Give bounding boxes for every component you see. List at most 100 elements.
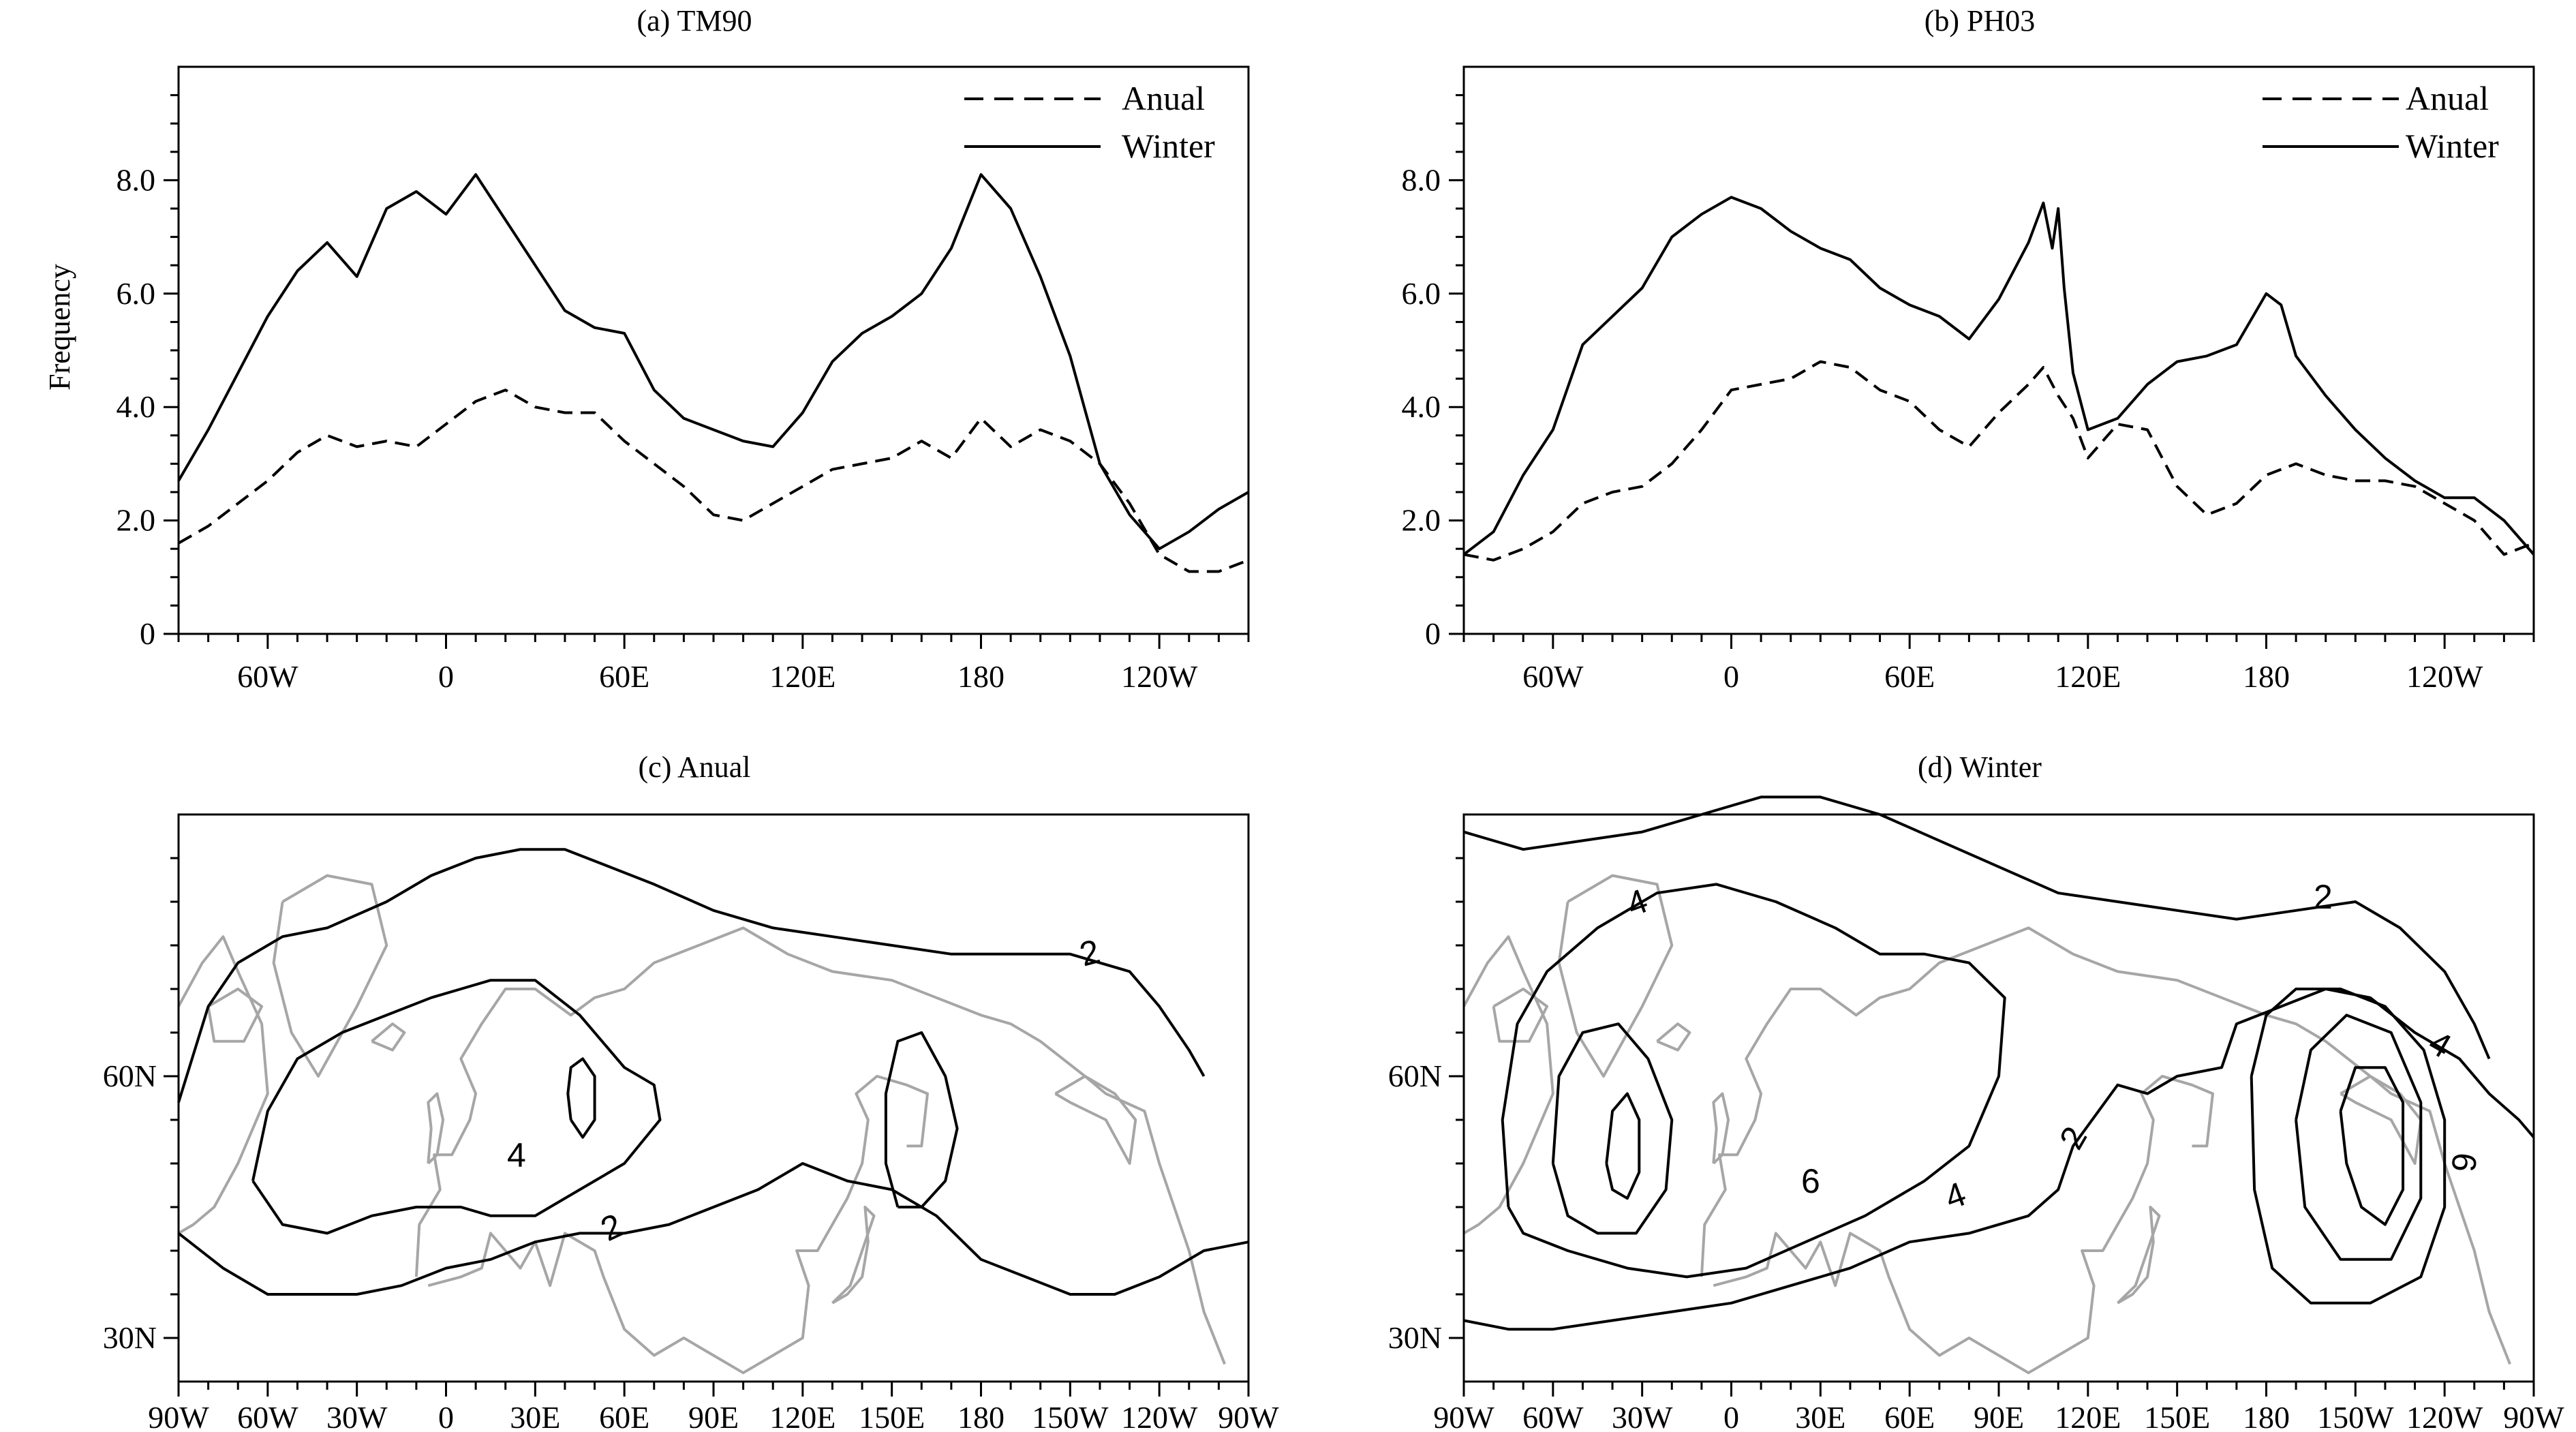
y-tick-label: 60N	[103, 1058, 157, 1093]
x-tick-label: 90W	[2503, 1400, 2564, 1432]
y-tick-label: 0	[140, 616, 155, 651]
panel-c-contours	[177, 848, 1249, 1296]
panel-b-plot-frame	[1462, 65, 2535, 635]
x-tick-label: 0	[1723, 659, 1739, 694]
x-tick-label: 60W	[1522, 1400, 1584, 1432]
contour-label-2-north: 2	[2314, 878, 2333, 916]
contour-label-6-west: 6	[1801, 1162, 1820, 1200]
y-tick-label: 8.0	[1402, 162, 1441, 197]
contour-line-level-2	[1463, 988, 2535, 1331]
panel-b-ph03-line-chart: (b) PH03 0 2.0 4.0 6.0 8.0 60W 0 60E 120E 180 120W…	[1402, 4, 2535, 694]
y-tick-label: 30N	[103, 1320, 157, 1355]
x-tick-label: 0	[1723, 1400, 1739, 1432]
panel-c-map-frame	[177, 813, 1250, 1383]
coastline-segment	[1492, 988, 1549, 1043]
coastline-segment	[1054, 1075, 1137, 1165]
panel-b-legend: Anual Winter	[2263, 79, 2499, 165]
contour-label-2-north: 2	[1075, 932, 1103, 973]
contour-label-6-east: 6	[2444, 1151, 2484, 1174]
x-tick-label: 0	[438, 1400, 454, 1432]
coastline-segment	[831, 1206, 876, 1305]
y-tick-label: 4.0	[1402, 389, 1441, 424]
x-tick-label: 180	[2243, 659, 2290, 694]
panel-c-contour-labels: 2 4 2	[507, 932, 1104, 1249]
legend-winter-label: Winter	[1122, 127, 1215, 165]
coastline-segment	[2117, 1206, 2161, 1305]
contour-line-level-6	[566, 1057, 596, 1139]
x-tick-label: 120E	[769, 1400, 835, 1432]
panel-a-title: (a) TM90	[637, 4, 752, 37]
series-line-anual	[178, 389, 1249, 573]
panel-d-contours	[1463, 795, 2535, 1331]
x-tick-label: 30E	[1795, 1400, 1845, 1432]
coastline-segment	[427, 1075, 929, 1375]
legend-anual-label: Anual	[1122, 79, 1205, 117]
contour-label-2-south: 2	[595, 1206, 628, 1249]
legend-winter-label: Winter	[2406, 127, 2499, 165]
panel-b-title: (b) PH03	[1925, 4, 2036, 37]
y-tick-label: 4.0	[117, 389, 156, 424]
coastline-segment	[371, 1022, 406, 1052]
x-tick-label: 120W	[2406, 1400, 2483, 1432]
panel-a-y-axis-label: Frequency	[43, 264, 76, 391]
x-tick-label: 60W	[237, 659, 298, 694]
x-tick-label: 120W	[1121, 1400, 1198, 1432]
x-tick-label: 150E	[2144, 1400, 2210, 1432]
contour-line-level-6	[1551, 1022, 1674, 1235]
contour-line-level-2	[1463, 795, 2491, 1060]
x-tick-label: 30E	[510, 1400, 560, 1432]
panel-a-tm90-line-chart: (a) TM90 Frequency 0 2.0 4.0 6.0 8.0 60W 0 60E 1…	[43, 4, 1250, 694]
panel-b-axis-ticks: 0 2.0 4.0 6.0 8.0 60W 0 60E 120E 180 120W	[1402, 94, 2535, 694]
contour-label-4-north: 4	[1622, 881, 1653, 924]
panel-a-axis-ticks: 0 2.0 4.0 6.0 8.0 60W 0 60E 120E 180 120W	[117, 94, 1250, 694]
panel-d-axis-ticks: 30N 60N 90W 60W 30W 0 30E 60E 90E 120E 150E 180 150W…	[1388, 857, 2564, 1432]
y-tick-label: 6.0	[117, 276, 156, 311]
x-tick-label: 180	[957, 659, 1005, 694]
contour-label-4: 4	[507, 1136, 526, 1174]
y-tick-label: 60N	[1388, 1058, 1442, 1093]
panel-c-title: (c) Anual	[639, 750, 751, 784]
contour-line-level-8	[2339, 1066, 2405, 1226]
x-tick-label: 60E	[1884, 659, 1935, 694]
panel-d-title: (d) Winter	[1918, 750, 2042, 784]
x-tick-label: 90W	[148, 1400, 209, 1432]
contour-line-level-8	[1605, 1092, 1641, 1200]
x-tick-label: 60W	[1522, 659, 1584, 694]
y-tick-label: 30N	[1388, 1320, 1442, 1355]
x-tick-label: 120W	[1121, 659, 1198, 694]
contour-line-level-2	[177, 848, 1206, 1103]
panel-c-axis-ticks: 30N 60N 90W 60W 30W 0 30E 60E 90E 120E 150E 180 150W…	[103, 857, 1279, 1432]
x-tick-label: 60E	[599, 1400, 649, 1432]
coastline-segment	[1713, 1075, 2214, 1375]
contour-line-level-4	[884, 1031, 959, 1208]
coastline-segment	[177, 935, 269, 1235]
x-tick-label: 180	[957, 1400, 1005, 1432]
coastline-segment	[1712, 1092, 1730, 1165]
panel-b-series	[1462, 196, 2535, 562]
coastline-segment	[1656, 1022, 1691, 1052]
coastline-segment	[272, 874, 388, 1078]
panel-a-series	[177, 173, 1249, 573]
panel-a-legend: Anual Winter	[964, 79, 1215, 165]
panel-d-winter-contour-map: (d) Winter 30N 60N 90W 60W 30W 0 30E 60E 90E 120E…	[1388, 750, 2565, 1432]
x-tick-label: 90W	[1218, 1400, 1279, 1432]
x-tick-label: 30W	[326, 1400, 388, 1432]
coastline-segment	[206, 988, 264, 1043]
x-tick-label: 120E	[2055, 659, 2121, 694]
x-tick-label: 150W	[1032, 1400, 1109, 1432]
panel-d-contour-labels: 2 4 2 4 6 4 6	[1622, 878, 2484, 1217]
legend-anual-label: Anual	[2406, 79, 2489, 117]
coastline-segment	[427, 1092, 445, 1165]
coastline-segment	[1700, 926, 2511, 1365]
y-tick-label: 8.0	[117, 162, 156, 197]
panel-d-coastline	[1462, 874, 2511, 1375]
y-tick-label: 0	[1425, 616, 1441, 651]
contour-label-4-middle: 4	[1940, 1174, 1971, 1217]
x-tick-label: 180	[2243, 1400, 2290, 1432]
series-line-anual	[1463, 360, 2534, 562]
y-tick-label: 6.0	[1402, 276, 1441, 311]
coastline-segment	[1557, 874, 1674, 1078]
x-tick-label: 120W	[2406, 659, 2483, 694]
x-tick-label: 60E	[599, 659, 649, 694]
